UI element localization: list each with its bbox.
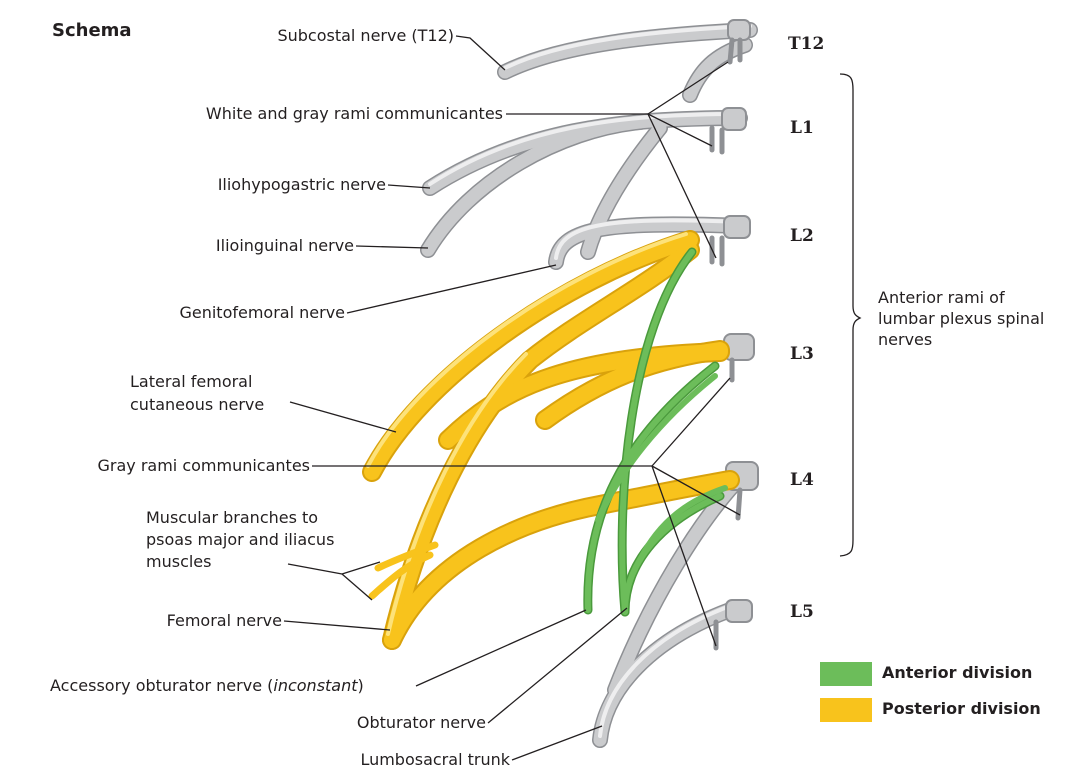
label-lateral-femoral-cutaneous-nerve: Lateral femoral cutaneous nerve [130,372,265,414]
level-label-t12: T12 [788,34,825,54]
leader-lines [283,35,862,761]
label-ilioinguinal-nerve: Ilioinguinal nerve [215,236,354,255]
label-iliohypogastric-nerve: Iliohypogastric nerve [217,175,386,194]
legend-label-posterior: Posterior division [882,699,1041,718]
label-subcostal-nerve: Subcostal nerve (T12) [277,26,454,45]
level-label-l2: L2 [790,226,814,246]
anterior-division-nerves [583,247,728,617]
label-white-gray-rami: White and gray rami communicantes [205,104,503,123]
level-label-l1: L1 [790,118,814,138]
legend-swatch-posterior [820,698,872,722]
level-label-l3: L3 [790,344,814,364]
label-inconstant-note: inconstant [273,676,358,695]
level-label-l4: L4 [790,470,814,490]
label-femoral-nerve: Femoral nerve [166,611,282,630]
level-label-l5: L5 [790,602,814,622]
label-obturator-nerve: Obturator nerve [356,713,486,732]
label-anterior-rami: Anterior rami of lumbar plexus spinal ne… [878,288,1045,349]
label-genitofemoral-nerve: Genitofemoral nerve [179,303,345,322]
schema-title: Schema [52,20,132,41]
label-gray-rami: Gray rami communicantes [97,456,310,475]
legend-label-anterior: Anterior division [882,663,1033,682]
label-lumbosacral-trunk: Lumbosacral trunk [360,750,510,769]
legend-swatch-anterior [820,662,872,686]
label-muscular-branches: Muscular branches to psoas major and ili… [146,508,335,571]
posterior-division-nerves [362,230,740,650]
label-accessory-obturator-nerve: Accessory obturator nerve (inconstant) [50,676,364,695]
spinal-nerves [420,19,759,748]
